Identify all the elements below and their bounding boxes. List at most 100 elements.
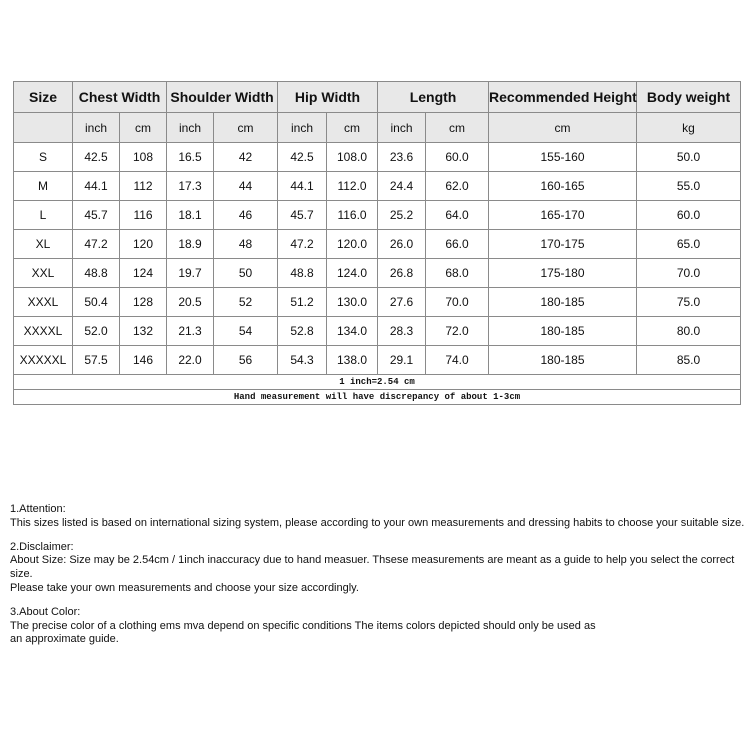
value-cell: 120.0 [326,229,379,259]
header-body-weight: Body weight [636,81,742,113]
value-cell: 44 [213,171,279,201]
value-cell: 18.1 [166,200,215,230]
size-cell: L [13,200,73,230]
value-cell: 44.1 [277,171,328,201]
value-cell: 62.0 [425,171,490,201]
unit-cell: cm [425,112,490,143]
value-cell: 45.7 [277,200,328,230]
unit-cell: cm [488,112,638,143]
footnote-text: 1 inch=2.54 cm [12,374,742,390]
unit-cell: cm [213,112,279,143]
size-chart-table: Size Chest Width Shoulder Width Hip Widt… [12,81,742,405]
value-cell: 74.0 [425,345,490,375]
value-cell: 26.0 [377,229,427,259]
value-cell: 57.5 [72,345,120,375]
value-cell: 66.0 [425,229,490,259]
value-cell: 47.2 [72,229,120,259]
table-row: XXXL 50.4 128 20.5 52 51.2 130.0 27.6 70.0 180-18… [13,287,742,317]
value-cell: 17.3 [166,171,215,201]
unit-cell [13,112,73,143]
size-cell: M [13,171,73,201]
table-row: L 45.7 116 18.1 46 45.7 116.0 25.2 64.0 165-170 60… [13,200,742,230]
value-cell: 112.0 [326,171,379,201]
value-cell: 16.5 [166,142,215,172]
value-cell: 50.4 [72,287,120,317]
header-recommended-height: Recommended Height [488,81,638,113]
value-cell: 72.0 [425,316,490,346]
note-line: an approximate guide. [10,633,119,646]
value-cell: 112 [118,171,168,201]
unit-cell: cm [118,112,168,143]
value-cell: 130.0 [326,287,379,317]
value-cell: 70.0 [636,258,742,288]
value-cell: 52.8 [277,316,328,346]
header-length: Length [377,81,490,113]
value-cell: 128 [118,287,168,317]
value-cell: 46 [213,200,279,230]
value-cell: 165-170 [488,200,638,230]
table-row: XXXXL 52.0 132 21.3 54 52.8 134.0 28.3 72.0 180-1… [13,316,742,346]
value-cell: 50 [213,258,279,288]
note-title: 3.About Color: [10,605,81,618]
table-row: XXL 48.8 124 19.7 50 48.8 124.0 26.8 68.0 175-180… [13,258,742,288]
note-line: Please take your own measurements and ch… [10,581,359,594]
header-chest-width: Chest Width [71,81,168,113]
value-cell: 25.2 [377,200,427,230]
value-cell: 42.5 [72,142,120,172]
value-cell: 55.0 [636,171,742,201]
value-cell: 20.5 [166,287,215,317]
value-cell: 170-175 [488,229,638,259]
value-cell: 108 [118,142,168,172]
value-cell: 108.0 [326,142,379,172]
units-row: inch cm inch cm inch cm inch cm cm kg [13,112,742,143]
header-hip-width: Hip Width [277,81,379,113]
value-cell: 155-160 [488,142,638,172]
value-cell: 19.7 [166,258,215,288]
footnote-text: Hand measurement will have discrepancy o… [12,389,742,405]
note-line: This sizes listed is based on internatio… [10,516,745,529]
value-cell: 52 [213,287,279,317]
value-cell: 44.1 [72,171,120,201]
value-cell: 23.6 [377,142,427,172]
value-cell: 47.2 [277,229,328,259]
note-title: 2.Disclaimer: [10,540,74,553]
value-cell: 68.0 [425,258,490,288]
value-cell: 51.2 [277,287,328,317]
value-cell: 146 [118,345,168,375]
unit-cell: inch [377,112,427,143]
value-cell: 124.0 [326,258,379,288]
value-cell: 120 [118,229,168,259]
value-cell: 70.0 [425,287,490,317]
unit-cell: inch [166,112,215,143]
footnote-row: Hand measurement will have discrepancy o… [12,389,742,405]
table-row: S 42.5 108 16.5 42 42.5 108.0 23.6 60.0 155-160 50… [13,142,742,172]
value-cell: 116.0 [326,200,379,230]
value-cell: 80.0 [636,316,742,346]
value-cell: 24.4 [377,171,427,201]
value-cell: 175-180 [488,258,638,288]
value-cell: 54.3 [277,345,328,375]
value-cell: 180-185 [488,287,638,317]
value-cell: 85.0 [636,345,742,375]
size-cell: S [13,142,73,172]
table-row: M 44.1 112 17.3 44 44.1 112.0 24.4 62.0 160-165 55… [13,171,742,201]
value-cell: 21.3 [166,316,215,346]
value-cell: 48.8 [72,258,120,288]
value-cell: 50.0 [636,142,742,172]
size-cell: XXL [13,258,73,288]
value-cell: 180-185 [488,345,638,375]
table-row: XL 47.2 120 18.9 48 47.2 120.0 26.0 66.0 170-175 6… [13,229,742,259]
spacer [10,596,750,606]
value-cell: 60.0 [425,142,490,172]
value-cell: 116 [118,200,168,230]
notes-section: 1.Attention: This sizes listed is based o… [10,503,750,647]
value-cell: 28.3 [377,316,427,346]
value-cell: 52.0 [72,316,120,346]
unit-cell: cm [326,112,379,143]
note-title: 1.Attention: [10,503,66,515]
value-cell: 18.9 [166,229,215,259]
table-row: XXXXXL 57.5 146 22.0 56 54.3 138.0 29.1 74.0 180-… [13,345,742,375]
unit-cell: inch [72,112,120,143]
value-cell: 26.8 [377,258,427,288]
size-cell: XXXXXL [13,345,73,375]
